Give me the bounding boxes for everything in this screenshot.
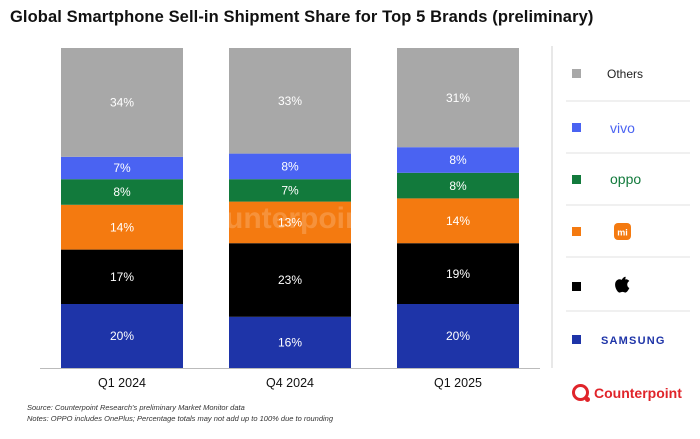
bar-segment-oppo-1 [229,179,351,202]
legend-swatch-apple [572,282,581,291]
bar-segment-vivo-0 [61,156,183,180]
legend-item-xiaomi: mi [572,223,631,240]
data-label: 33% [278,94,302,108]
data-label: 34% [110,96,134,110]
legend-swatch-vivo [572,123,581,132]
footnote: Notes: OPPO includes OnePlus; Percentage… [27,414,334,423]
bar-segment-samsung-2 [397,304,519,368]
data-label: 14% [446,214,470,228]
bar-segment-mi-2 [397,198,519,244]
bar-segment-samsung-1 [229,316,351,368]
bar-segment-others-2 [397,48,519,148]
legend-label-samsung: SAMSUNG [601,335,666,347]
data-label: 20% [446,329,470,343]
counterpoint-logo-text: Counterpoint [594,384,682,401]
source-note: Source: Counterpoint Research's prelimin… [27,403,245,412]
watermark: Counterpoint [185,202,373,235]
legend-swatch-xiaomi [572,227,581,236]
bars-layer: 20% 17% 14% 8% 7% 34% 16% 23% 13% 7% 8% 33% 20% 19% 14… [40,48,540,369]
legend: Others vivo oppo mi SAMSUNG [551,46,690,368]
data-label: 19% [446,267,470,281]
counterpoint-logo: Counterpoint [572,384,682,402]
data-label: 7% [281,184,299,198]
data-label: 8% [281,160,299,174]
data-label: 23% [278,273,302,287]
legend-item-oppo: oppo [572,171,641,187]
bar-segment-samsung-0 [61,304,183,368]
data-label: 8% [113,185,131,199]
legend-swatch-samsung [572,335,581,344]
xiaomi-logo-icon [614,223,631,240]
bar-segment-mi-1 [229,201,351,244]
bar-segment-oppo-2 [397,172,519,199]
data-label: 20% [110,329,134,343]
bar-segment-others-1 [229,48,351,154]
data-label: 31% [446,91,470,105]
bar-segment-mi-0 [61,204,183,250]
data-label: 8% [449,153,467,167]
bar-segment-apple-1 [229,243,351,317]
bar-segment-apple-0 [61,249,183,304]
bar-segment-vivo-1 [229,153,351,180]
category-label: Q1 2024 [98,376,146,390]
legend-item-others: Others [572,67,643,81]
data-label: 8% [449,179,467,193]
legend-label-others: Others [607,67,643,81]
legend-swatch-oppo [572,175,581,184]
data-label: 14% [110,220,134,234]
legend-label-oppo: oppo [610,171,641,187]
data-label: 13% [278,216,302,230]
legend-label-xiaomi: mi [617,228,628,238]
category-labels: Q1 2024 Q4 2024 Q1 2025 [98,376,482,390]
apple-logo-icon [615,276,630,293]
data-label: 17% [110,270,134,284]
bar-segment-apple-2 [397,243,519,304]
legend-swatch-others [572,69,581,78]
counterpoint-logo-icon [572,384,590,402]
legend-label-vivo: vivo [610,120,635,136]
data-label: 16% [278,336,302,350]
legend-item-samsung: SAMSUNG [572,335,666,347]
legend-item-vivo: vivo [572,120,635,136]
bar-segment-oppo-0 [61,179,183,205]
data-label: 7% [113,161,131,175]
category-label: Q4 2024 [266,376,314,390]
bar-segment-others-0 [61,48,183,157]
category-label: Q1 2025 [434,376,482,390]
chart-title: Global Smartphone Sell-in Shipment Share… [10,8,594,26]
bar-segment-vivo-2 [397,147,519,173]
legend-item-apple [572,276,630,293]
